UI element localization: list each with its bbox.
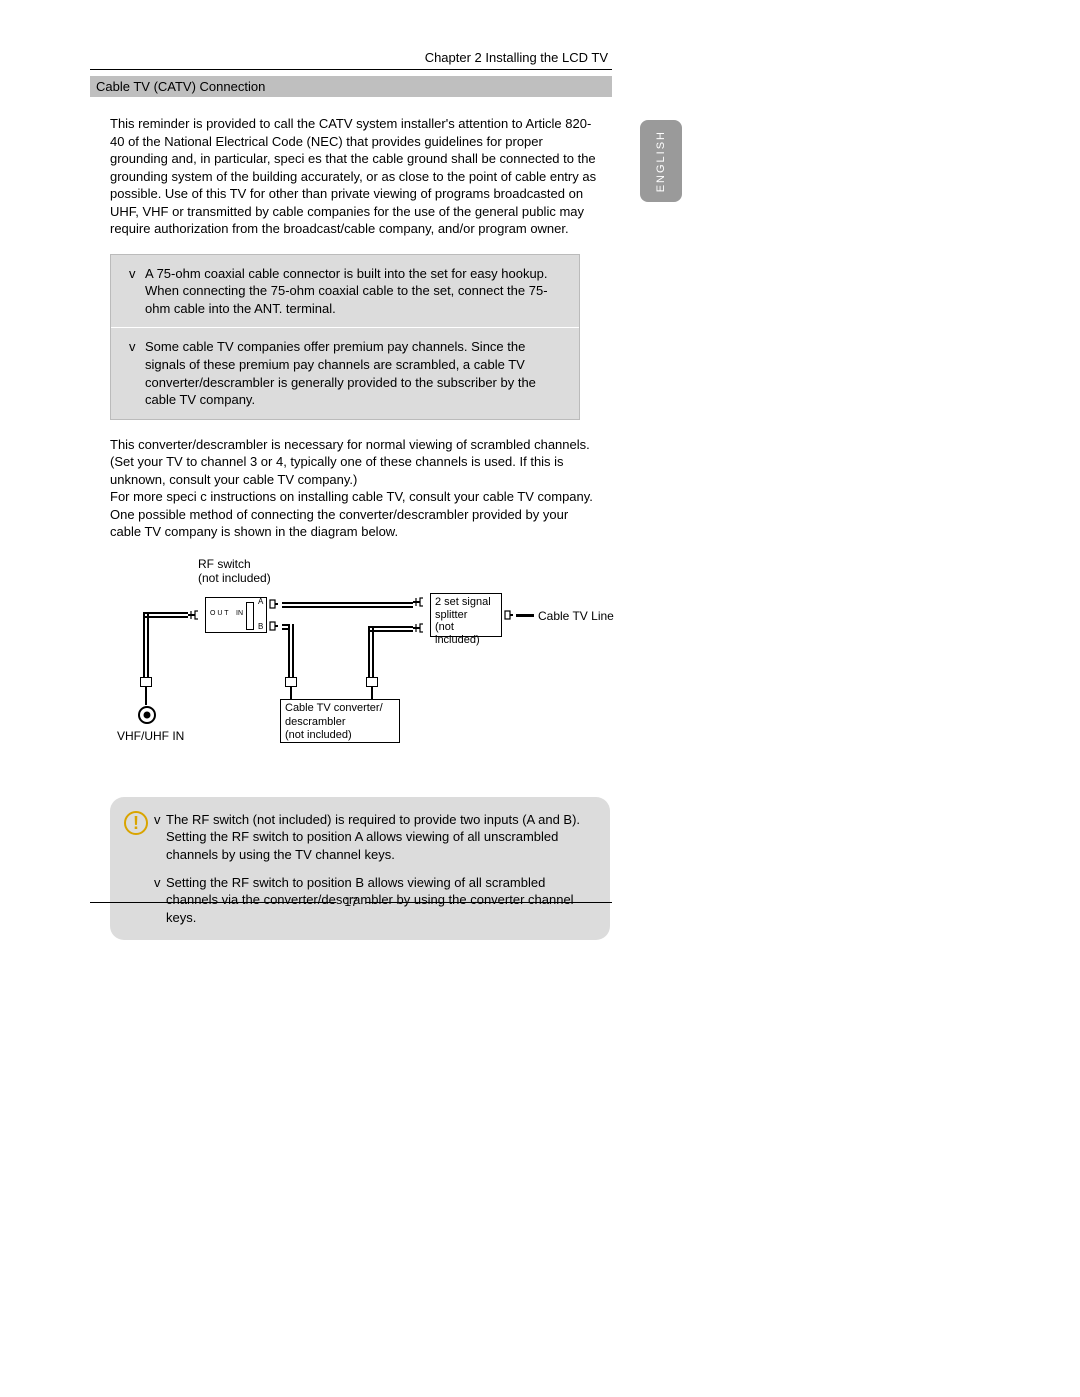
footer-rule <box>90 902 336 903</box>
connector-icon <box>268 621 278 631</box>
cable-line <box>143 612 149 677</box>
rf-switch-label: RF switch (not included) <box>198 557 271 586</box>
rf-in-label: IN <box>236 610 243 617</box>
connection-diagram: RF switch (not included) O U T IN A B 2 … <box>110 557 620 767</box>
cable-line <box>368 628 374 677</box>
cable-line <box>516 614 534 617</box>
language-label: ENGLISH <box>655 130 667 192</box>
vhf-uhf-label: VHF/UHF IN <box>117 729 184 743</box>
rf-out-label: O U T <box>210 610 229 617</box>
bullet-icon: v <box>154 811 161 829</box>
bullet-icon: v <box>129 265 136 283</box>
language-tab: ENGLISH <box>640 120 682 202</box>
cable-line <box>288 624 294 677</box>
info-text: Some cable TV companies offer premium pa… <box>145 339 536 407</box>
splitter-label: 2 set signal splitter (not included) <box>435 596 491 646</box>
switch-icon <box>246 602 254 630</box>
intro-paragraph: This reminder is provided to call the CA… <box>110 115 600 238</box>
info-text: A 75-ohm coaxial cable connector is buil… <box>145 266 548 316</box>
rf-switch-box: O U T IN A B <box>205 597 267 633</box>
cable-line <box>145 687 147 705</box>
manual-page: Chapter 2 Installing the LCD TV Cable TV… <box>90 50 900 940</box>
warning-icon: ! <box>124 811 148 835</box>
cable-line <box>282 602 413 608</box>
cable-line <box>143 612 188 618</box>
footer-rule <box>366 902 612 903</box>
cable-line <box>368 626 413 632</box>
info-item: v Some cable TV companies offer premium … <box>111 327 579 418</box>
converter-box: Cable TV converter/ descrambler (not inc… <box>280 699 400 743</box>
antenna-jack-icon <box>137 705 157 730</box>
bullet-icon: v <box>129 338 136 356</box>
cable-line <box>290 687 292 699</box>
terminal-icon <box>140 677 152 687</box>
mid-paragraph: This converter/descrambler is necessary … <box>110 436 600 541</box>
info-item: v A 75-ohm coaxial cable connector is bu… <box>111 255 579 328</box>
cable-tv-line-label: Cable TV Line <box>538 609 614 623</box>
bullet-icon: v <box>154 874 161 892</box>
connector-icon <box>503 610 513 620</box>
chapter-header: Chapter 2 Installing the LCD TV <box>90 50 612 65</box>
info-box: v A 75-ohm coaxial cable connector is bu… <box>110 254 580 420</box>
converter-label: Cable TV converter/ descrambler (not inc… <box>285 702 383 742</box>
cable-line <box>371 687 373 699</box>
page-number: 17 <box>336 895 365 909</box>
note-text: The RF switch (not included) is required… <box>166 812 580 862</box>
terminal-icon <box>366 677 378 687</box>
rf-b-label: B <box>258 622 263 631</box>
note-box: ! v The RF switch (not included) is requ… <box>110 797 610 940</box>
signal-splitter-box: 2 set signal splitter (not included) <box>430 593 502 637</box>
terminal-icon <box>285 677 297 687</box>
rf-a-label: A <box>258 597 263 606</box>
connector-icon <box>413 597 423 607</box>
connector-icon <box>413 623 423 633</box>
page-footer: 17 <box>90 895 612 909</box>
section-title: Cable TV (CATV) Connection <box>90 76 612 97</box>
top-rule <box>90 69 612 70</box>
connector-icon <box>188 610 198 620</box>
connector-icon <box>268 599 278 609</box>
note-item: v The RF switch (not included) is requir… <box>166 811 594 864</box>
